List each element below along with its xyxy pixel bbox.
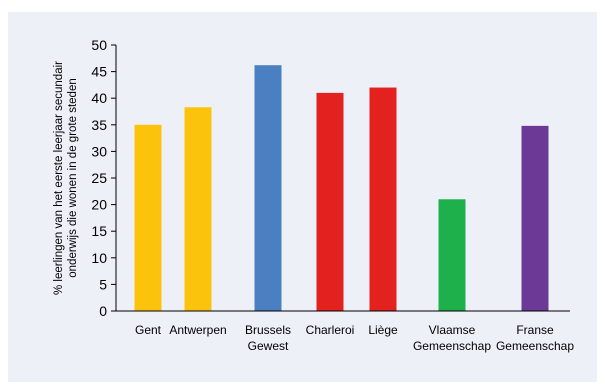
y-tick-label: 5 xyxy=(99,276,107,292)
y-tick-label: 40 xyxy=(91,90,107,106)
x-tick-label: Gent xyxy=(135,323,162,337)
x-tick-label: Antwerpen xyxy=(169,323,226,337)
y-tick-label: 35 xyxy=(91,117,107,133)
bar-vlaamse-gemeenschap xyxy=(438,199,466,311)
bar-liège xyxy=(369,87,397,311)
axes xyxy=(115,45,570,312)
bar-brussels-gewest xyxy=(254,65,282,311)
x-tick-label: Vlaamse xyxy=(429,323,476,337)
bar-gent xyxy=(134,124,162,311)
x-tick-label: Gewest xyxy=(248,339,289,353)
y-axis-label-line-2: onderwijs die wonen in de grote steden xyxy=(67,78,79,277)
bar-charleroi xyxy=(316,92,344,311)
x-tick-label: Gemeenschap xyxy=(413,339,491,353)
x-tick-label: Brussels xyxy=(245,323,291,337)
x-axis-labels: Gent Antwerpen Brussels Gewest Charleroi Lièg… xyxy=(135,323,574,353)
bars xyxy=(134,65,549,311)
y-tick-label: 30 xyxy=(91,143,107,159)
y-axis-label: % leerlingen van het eerste leerjaar sec… xyxy=(53,61,79,295)
y-tick-label: 45 xyxy=(91,64,107,80)
y-tick-label: 10 xyxy=(91,250,107,266)
y-tick-label: 50 xyxy=(91,37,107,53)
chart-panel xyxy=(8,12,597,382)
x-tick-label: Franse xyxy=(516,323,554,337)
x-tick-label: Liège xyxy=(368,323,398,337)
bar-antwerpen xyxy=(184,107,212,311)
x-tick-label: Charleroi xyxy=(306,323,355,337)
bar-franse-gemeenschap xyxy=(521,125,549,311)
y-tick-label: 25 xyxy=(91,170,107,186)
y-tick-label: 0 xyxy=(99,303,107,319)
x-tick-label: Gemeenschap xyxy=(496,339,574,353)
y-tick-label: 15 xyxy=(91,223,107,239)
y-axis-label-line-1: % leerlingen van het eerste leerjaar sec… xyxy=(53,61,65,295)
y-axis-ticks: 0 5 10 15 20 25 30 35 40 45 50 xyxy=(91,37,116,319)
y-tick-label: 20 xyxy=(91,197,107,213)
